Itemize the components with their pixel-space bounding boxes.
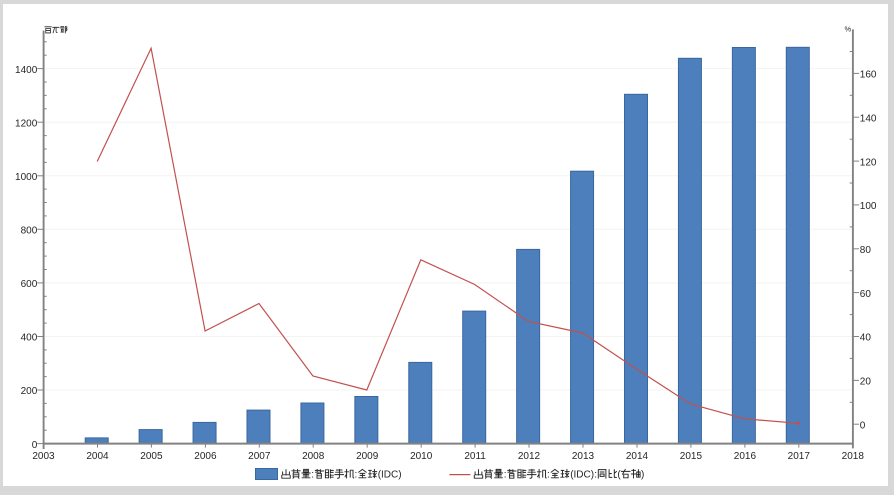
svg-text:2006: 2006: [194, 451, 217, 462]
svg-text:2003: 2003: [32, 451, 55, 462]
svg-text:(IDC): (IDC): [378, 470, 402, 481]
svg-text:600: 600: [21, 279, 38, 290]
svg-text:1400: 1400: [15, 65, 38, 76]
svg-text:200: 200: [21, 386, 38, 397]
svg-text:2014: 2014: [626, 451, 649, 462]
svg-text:2007: 2007: [248, 451, 271, 462]
svg-text:160: 160: [860, 70, 877, 81]
svg-text:2017: 2017: [788, 451, 811, 462]
svg-text:1000: 1000: [15, 172, 38, 183]
svg-text:2013: 2013: [572, 451, 595, 462]
svg-text:(IDC): (IDC): [570, 470, 594, 481]
svg-text:1200: 1200: [15, 118, 38, 129]
svg-text:140: 140: [860, 114, 877, 125]
svg-text:80: 80: [860, 245, 872, 256]
svg-text:60: 60: [860, 289, 872, 300]
svg-text::: :: [594, 470, 597, 481]
svg-text:120: 120: [860, 157, 877, 168]
svg-text:400: 400: [21, 333, 38, 344]
svg-text::: :: [311, 470, 314, 481]
svg-text:2016: 2016: [734, 451, 757, 462]
svg-text:2005: 2005: [140, 451, 163, 462]
svg-text::: :: [355, 470, 358, 481]
svg-text:2011: 2011: [464, 451, 486, 462]
svg-text:2010: 2010: [410, 451, 433, 462]
svg-text:20: 20: [860, 377, 872, 388]
svg-text::: :: [547, 470, 550, 481]
svg-text:2009: 2009: [356, 451, 379, 462]
svg-text::: :: [504, 470, 507, 481]
svg-text:%: %: [845, 25, 852, 34]
svg-text:0: 0: [860, 420, 866, 431]
svg-text:2015: 2015: [680, 451, 703, 462]
svg-text:0: 0: [32, 440, 38, 451]
svg-text:40: 40: [860, 333, 872, 344]
svg-text:2004: 2004: [86, 451, 109, 462]
svg-text:2012: 2012: [518, 451, 541, 462]
svg-text:(: (: [617, 470, 621, 481]
svg-text:100: 100: [860, 201, 877, 212]
svg-text:2018: 2018: [842, 451, 865, 462]
svg-text:800: 800: [21, 226, 38, 237]
svg-text:2008: 2008: [302, 451, 325, 462]
svg-text:): ): [641, 470, 644, 481]
